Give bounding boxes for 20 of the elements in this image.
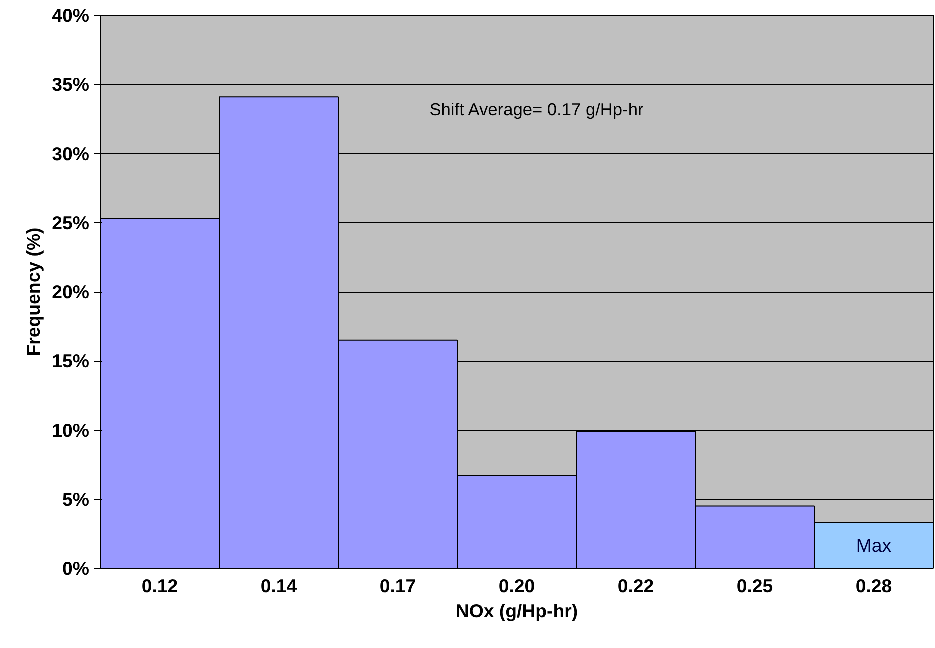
y-tick-label: 20% xyxy=(52,282,90,302)
x-tick-label: 0.28 xyxy=(856,576,892,596)
x-tick-label: 0.20 xyxy=(498,576,536,596)
y-tick-label: 10% xyxy=(52,420,90,441)
y-tick-label: 0% xyxy=(62,558,90,579)
annotation: Shift Average= 0.17 g/Hp-hr xyxy=(430,100,644,120)
x-tick-label: 0.22 xyxy=(618,576,654,596)
x-tick-label: 0.12 xyxy=(142,576,178,596)
annotation: Max xyxy=(856,535,892,556)
y-tick-label: 35% xyxy=(52,74,90,96)
y-axis-title: Frequency (%) xyxy=(23,228,44,356)
x-axis-title: NOx (g/Hp-hr) xyxy=(456,600,578,622)
y-tick-label: 25% xyxy=(52,212,90,234)
y-tick-label: 30% xyxy=(52,143,90,164)
x-tick-label: 0.14 xyxy=(260,576,298,596)
x-tick-label: 0.25 xyxy=(736,576,774,596)
y-tick-label: 5% xyxy=(62,488,90,510)
x-tick-label: 0.17 xyxy=(380,576,416,596)
y-tick-label: 15% xyxy=(52,350,90,372)
y-tick-label: 40% xyxy=(52,5,90,26)
